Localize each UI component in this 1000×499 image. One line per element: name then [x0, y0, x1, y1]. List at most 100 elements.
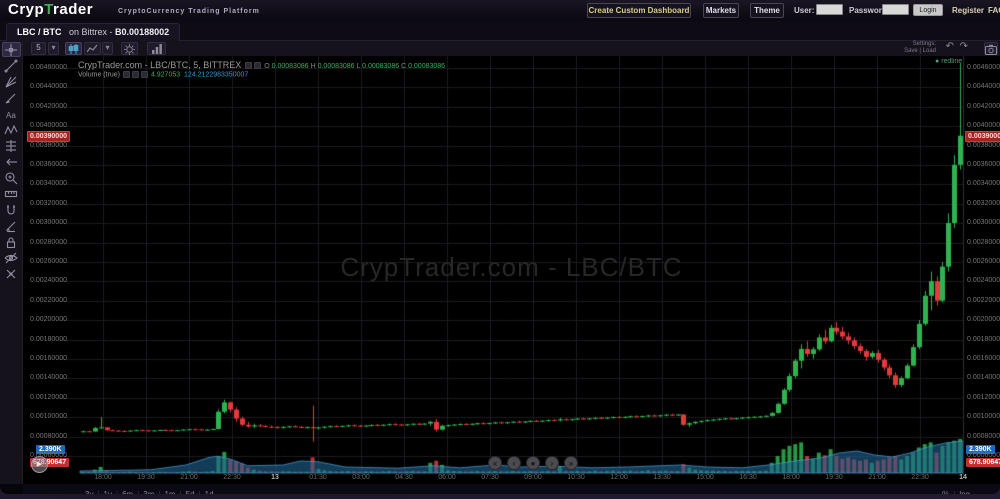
nav-step-forward-button[interactable]: › — [545, 456, 559, 470]
measure-icon — [4, 190, 18, 197]
redo-icon[interactable]: ↷ — [959, 41, 968, 52]
username-input[interactable] — [816, 4, 843, 15]
price-tick-left: 0.00340000 — [30, 180, 67, 188]
range-3m-button[interactable]: 3m — [143, 490, 154, 494]
create-dashboard-button[interactable]: Create Custom Dashboard — [587, 3, 691, 18]
price-tick-left: 0.00080000 — [30, 432, 67, 440]
price-tick-right: 0.00340000 — [967, 180, 1000, 188]
nav-fast-backward-button[interactable]: « — [488, 456, 502, 470]
price-tick-right: 0.00100000 — [967, 413, 1000, 421]
gear-icon — [124, 44, 135, 55]
scale-log-button[interactable]: log — [959, 490, 970, 494]
price-tick-right: 0.00060000 — [967, 452, 1000, 459]
time-tick: 22:30 — [911, 474, 929, 481]
candlestick-style-button[interactable] — [65, 42, 82, 55]
faq-link[interactable]: FAQ — [988, 6, 1000, 15]
range-1y-button[interactable]: 1y — [104, 490, 112, 494]
chart-area[interactable]: CrypTrader.com - LBC/BTC CrypTrader.com … — [23, 56, 1000, 484]
time-tick: 04:30 — [395, 474, 413, 481]
brush-icon — [5, 93, 16, 104]
legend-settings-icon[interactable] — [244, 62, 252, 70]
password-input[interactable] — [882, 4, 909, 15]
undo-icon[interactable]: ↶ — [945, 41, 954, 52]
nav-reset-view-button[interactable]: ● — [526, 456, 540, 470]
tool-crosshair-button[interactable] — [1, 42, 21, 57]
time-tick: 19:30 — [825, 474, 843, 481]
range-1d-button[interactable]: 1d — [205, 490, 214, 494]
tool-brush-button[interactable] — [2, 90, 21, 105]
price-tick-right: 0.00360000 — [967, 161, 1000, 168]
price-tick-right: 0.00460000 — [967, 64, 1000, 71]
low-value: 0.00083086 — [362, 63, 400, 70]
separator: | — [180, 490, 182, 494]
trend-line-icon — [4, 58, 18, 73]
volume-settings-icon[interactable] — [122, 71, 130, 78]
nav-step-backward-button[interactable]: ‹ — [507, 456, 521, 470]
separator: | — [199, 490, 201, 494]
tool-zoom-in-button[interactable] — [2, 170, 21, 185]
interval-dropdown-icon[interactable]: ▾ — [48, 42, 59, 55]
price-tick-left: 0.00300000 — [30, 219, 67, 227]
save-load-label[interactable]: Save | Load — [904, 48, 936, 54]
volume-eye-icon[interactable] — [131, 71, 139, 78]
scale-%-button[interactable]: % — [942, 490, 949, 494]
arrow-left-icon — [6, 158, 17, 165]
tool-lock-button[interactable] — [2, 234, 21, 249]
price-tick-right: 0.00220000 — [967, 296, 1000, 304]
markets-button[interactable]: Markets — [703, 3, 739, 18]
app-logo[interactable]: CrypTrader — [8, 1, 93, 18]
tool-draw-pencil-button[interactable] — [2, 218, 21, 233]
tool-text-button[interactable]: Aa — [2, 106, 21, 121]
register-link[interactable]: Register — [952, 6, 985, 15]
screenshot-button[interactable] — [984, 42, 998, 55]
magnet-icon — [7, 204, 15, 214]
price-tick-left: 0.00380000 — [30, 141, 67, 149]
tool-forecast-button[interactable] — [2, 138, 21, 153]
tab-exchange: on Bittrex - — [69, 27, 113, 37]
nav-fast-forward-button[interactable]: » — [564, 456, 578, 470]
legend-close-icon[interactable] — [253, 62, 261, 70]
tool-trend-line-button[interactable] — [2, 58, 21, 73]
tool-gann-fib-button[interactable] — [2, 74, 21, 89]
price-tick-right: 0.00200000 — [967, 316, 1000, 324]
range-5d-button[interactable]: 5d — [186, 490, 195, 494]
range-3y-button[interactable]: 3y — [85, 490, 93, 494]
range-1m-button[interactable]: 1m — [164, 490, 175, 494]
time-tick: 15:00 — [696, 474, 714, 481]
theme-button[interactable]: Theme — [750, 3, 784, 18]
price-tick-right: 0.00160000 — [967, 355, 1000, 362]
compare-button[interactable] — [147, 42, 166, 55]
price-tick-left: 0.00420000 — [30, 102, 67, 110]
settings-save-load[interactable]: Settings: Save | Load — [904, 41, 936, 55]
indicators-button[interactable] — [121, 42, 138, 55]
time-tick: 06:00 — [438, 474, 456, 481]
top-header: CrypTrader CryptoCurrency Trading Platfo… — [0, 0, 1000, 21]
price-tick-left: 0.00220000 — [30, 296, 67, 304]
range-6m-button[interactable]: 6m — [122, 490, 133, 494]
price-tick-left: 0.00240000 — [30, 277, 67, 285]
price-tick-right: 0.00280000 — [967, 238, 1000, 246]
separator: | — [158, 490, 160, 494]
chart-toolbar: 5 ▾ ▾ Settings: Save | Load ↶ ↷ — [23, 41, 1000, 56]
chart-logo-circle[interactable]: ▶ — [31, 456, 48, 473]
time-tick: 18:00 — [782, 474, 800, 481]
tool-measure-button[interactable] — [2, 186, 21, 201]
volume-close-icon[interactable] — [140, 71, 148, 78]
tool-arrow-left-button[interactable] — [2, 154, 21, 169]
tool-remove-drawings-button[interactable] — [2, 266, 21, 281]
tool-xabcd-pattern-button[interactable] — [2, 122, 21, 137]
time-tick: 21:00 — [180, 474, 198, 481]
forecast-icon — [6, 139, 16, 152]
style-dropdown-icon[interactable]: ▾ — [102, 42, 113, 55]
time-tick: 10:30 — [567, 474, 585, 481]
candlestick-canvas[interactable] — [23, 56, 1000, 476]
chart-legend-line2: Volume (true) 4.927053 124.2122983350007 — [78, 71, 248, 78]
tab-lbc-btc[interactable]: LBC / BTC on Bittrex - B0.00188002 — [6, 23, 181, 41]
line-style-button[interactable] — [84, 42, 101, 55]
interval-button[interactable]: 5 — [31, 42, 46, 55]
logo-text: Cryp — [8, 1, 45, 18]
redline-legend: ● redline — [935, 58, 963, 65]
tool-hide-drawings-button[interactable] — [2, 250, 21, 265]
tool-magnet-button[interactable] — [2, 202, 21, 217]
login-button[interactable]: Login — [913, 4, 943, 16]
